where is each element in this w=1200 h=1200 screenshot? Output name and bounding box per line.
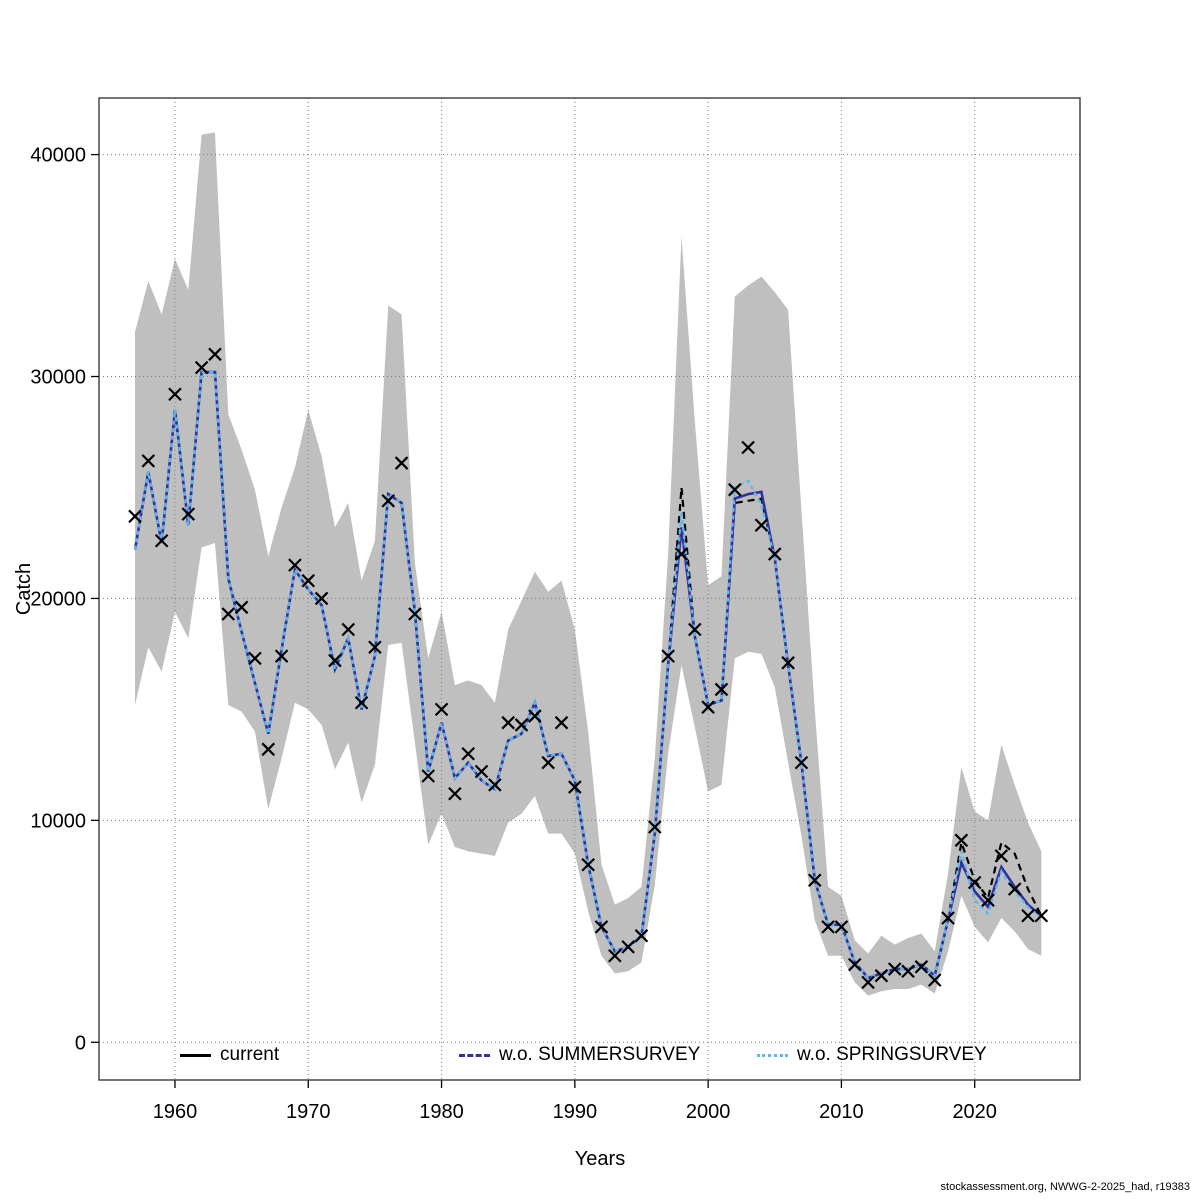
- legend-label-wo-summersurvey: w.o. SUMMERSURVEY: [499, 1044, 701, 1065]
- confidence-band: [134, 132, 1042, 996]
- plot-border: [98, 97, 1081, 1081]
- svg-text:20000: 20000: [30, 588, 86, 610]
- legend-label-current: current: [220, 1044, 280, 1065]
- svg-text:1990: 1990: [553, 1101, 598, 1123]
- legend-label-wo-springsurvey: w.o. SPRINGSURVEY: [797, 1044, 987, 1065]
- svg-text:2000: 2000: [686, 1101, 731, 1123]
- axis-ticks: [91, 153, 976, 1088]
- x-axis-label: Years: [574, 1148, 626, 1170]
- y-tick-labels: 0 10000 20000 30000 40000: [30, 145, 86, 1055]
- y-axis-label: Catch: [13, 562, 35, 616]
- legend-item-current: current: [180, 1042, 279, 1068]
- legend-line-sample-current: [180, 1053, 211, 1057]
- legend: current w.o. SUMMERSURVEY w.o. SPRINGSUR…: [0, 1042, 1200, 1068]
- svg-text:10000: 10000: [30, 810, 86, 832]
- svg-text:1980: 1980: [419, 1101, 464, 1123]
- svg-text:30000: 30000: [30, 367, 86, 389]
- legend-line-sample-wo-springsurvey: [757, 1053, 788, 1057]
- svg-text:2010: 2010: [819, 1101, 864, 1123]
- svg-text:0: 0: [75, 1032, 86, 1054]
- observed-catch-markers: [128, 347, 1049, 990]
- x-tick-labels: 1960 1970 1980 1990 2000 2010 2020: [153, 1101, 997, 1123]
- svg-text:1960: 1960: [153, 1101, 198, 1123]
- legend-item-wo-summersurvey: w.o. SUMMERSURVEY: [459, 1042, 700, 1068]
- svg-text:40000: 40000: [30, 145, 86, 167]
- svg-text:2020: 2020: [952, 1101, 997, 1123]
- legend-line-sample-wo-summersurvey: [459, 1053, 490, 1057]
- footer-credit: stockassessment.org, NWWG-2-2025_had, r1…: [940, 1181, 1190, 1193]
- svg-text:1970: 1970: [286, 1101, 331, 1123]
- legend-item-wo-springsurvey: w.o. SPRINGSURVEY: [757, 1042, 987, 1068]
